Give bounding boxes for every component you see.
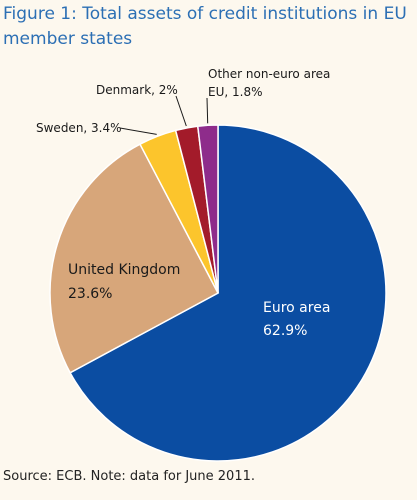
leader-line-other-non-euro xyxy=(206,97,209,124)
pie-slice-other-non-euro xyxy=(196,124,219,294)
denmark-label: Denmark, 2% xyxy=(96,83,178,97)
leader-line-denmark xyxy=(175,95,187,127)
source-note: Source: ECB. Note: data for June 2011. xyxy=(3,469,256,484)
pie-slices xyxy=(49,124,387,462)
leader-line-sweden xyxy=(119,127,157,135)
pie-slice-united-kingdom xyxy=(49,143,220,374)
euro-area-value: 62.9% xyxy=(263,323,307,339)
pie-slice-euro-area xyxy=(69,124,387,462)
other-non-euro-label: Other non-euro area xyxy=(208,67,330,81)
chart-title: Figure 1: Total assets of credit institu… xyxy=(3,4,407,49)
other-non-euro-value: EU, 1.8% xyxy=(208,85,262,99)
sweden-label: Sweden, 3.4% xyxy=(36,121,122,135)
euro-area-label: Euro area xyxy=(263,300,330,316)
united-kingdom-label: United Kingdom xyxy=(68,262,180,278)
united-kingdom-value: 23.6% xyxy=(68,286,112,302)
leader-lines xyxy=(119,95,209,135)
